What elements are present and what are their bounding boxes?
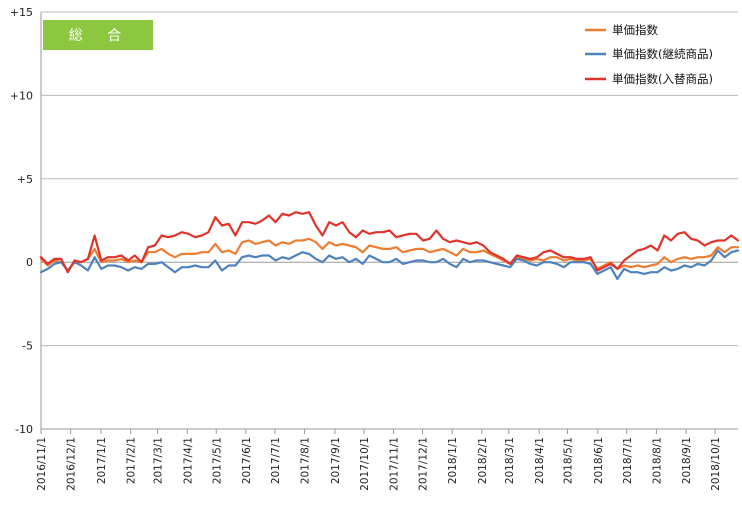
y-tick-label: -5 xyxy=(22,340,33,353)
series-line-3 xyxy=(39,211,740,274)
title-badge: 総 合 xyxy=(43,20,153,50)
series-lines xyxy=(39,211,740,280)
legend-label: 単価指数(入替商品) xyxy=(612,72,713,86)
x-tick-label: 2017/7/1 xyxy=(270,437,282,484)
x-tick-label: 2017/5/1 xyxy=(211,437,223,484)
x-tick-label: 2018/1/1 xyxy=(447,437,459,484)
x-tick-label: 2017/12/1 xyxy=(418,437,430,491)
x-tick-label: 2018/3/1 xyxy=(504,437,516,484)
y-tick-label: +10 xyxy=(10,89,33,102)
x-tick-label: 2018/9/1 xyxy=(681,437,693,484)
x-tick-label: 2018/4/1 xyxy=(534,437,546,484)
x-tick-label: 2018/7/1 xyxy=(622,437,634,484)
y-tick-label: 0 xyxy=(26,256,33,269)
x-tick-label: 2018/5/1 xyxy=(562,437,574,484)
x-tick-label: 2017/4/1 xyxy=(182,437,194,484)
x-tick-label: 2018/2/1 xyxy=(477,437,489,484)
x-tick-label: 2018/6/1 xyxy=(593,437,605,484)
series-line-1 xyxy=(39,237,740,272)
x-tick-label: 2017/6/1 xyxy=(241,437,253,484)
legend-label: 単価指数 xyxy=(612,23,658,37)
x-tick-label: 2017/8/1 xyxy=(300,437,312,484)
x-tick-label: 2017/10/1 xyxy=(359,437,371,491)
x-tick-label: 2018/10/1 xyxy=(710,437,722,491)
x-axis: 2016/11/1 2016/12/1 2017/1/1 2017/2/1 2017/3… xyxy=(36,429,722,491)
x-tick-label: 2017/2/1 xyxy=(126,437,138,484)
title-badge-label: 総 合 xyxy=(69,28,131,44)
y-tick-label: +5 xyxy=(17,173,33,186)
x-tick-label: 2017/1/1 xyxy=(96,437,108,484)
y-tick-label: -10 xyxy=(15,423,33,436)
x-tick-label: 2017/11/1 xyxy=(389,437,401,491)
legend-label: 単価指数(継続商品) xyxy=(612,47,713,61)
title-badge-background xyxy=(43,20,153,50)
y-tick-label: +15 xyxy=(10,6,33,19)
x-tick-label: 2016/11/1 xyxy=(36,437,48,491)
x-tick-label: 2017/3/1 xyxy=(153,437,165,484)
series-line-2 xyxy=(39,249,740,280)
x-tick-label: 2016/12/1 xyxy=(66,437,78,491)
x-tick-label: 2017/9/1 xyxy=(330,437,342,484)
x-tick-label: 2018/8/1 xyxy=(651,437,663,484)
